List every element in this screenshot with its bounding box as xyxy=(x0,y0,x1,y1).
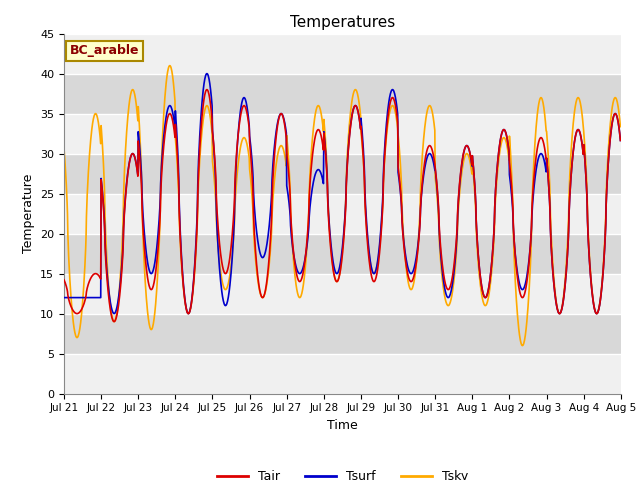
Y-axis label: Temperature: Temperature xyxy=(22,174,35,253)
X-axis label: Time: Time xyxy=(327,419,358,432)
Bar xyxy=(64,114,621,154)
Text: BC_arable: BC_arable xyxy=(70,44,139,58)
Bar xyxy=(64,274,621,313)
Bar xyxy=(64,193,621,234)
Bar xyxy=(64,34,621,73)
Title: Temperatures: Temperatures xyxy=(290,15,395,30)
Legend: Tair, Tsurf, Tsky: Tair, Tsurf, Tsky xyxy=(212,465,473,480)
Bar xyxy=(64,354,621,394)
